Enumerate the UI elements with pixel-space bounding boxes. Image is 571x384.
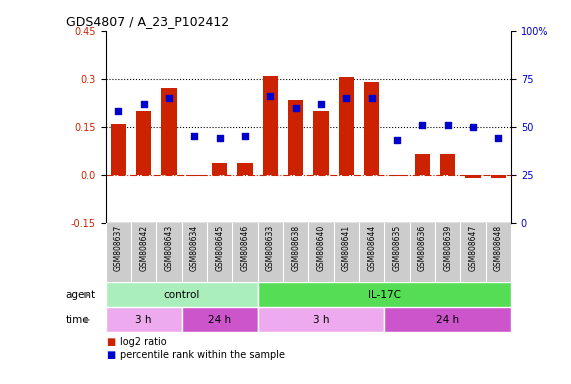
- Point: [443, 122, 452, 128]
- Text: IL-17C: IL-17C: [368, 290, 401, 300]
- Bar: [313, 111, 329, 175]
- Text: 3 h: 3 h: [135, 314, 152, 325]
- Point: [392, 137, 401, 143]
- Text: GSM808648: GSM808648: [494, 225, 503, 271]
- Bar: [364, 82, 379, 175]
- Bar: [106, 282, 258, 307]
- Text: GSM808634: GSM808634: [190, 225, 199, 271]
- Text: GSM808643: GSM808643: [164, 225, 174, 271]
- Bar: [384, 307, 511, 332]
- Point: [468, 124, 477, 130]
- Text: GSM808644: GSM808644: [367, 225, 376, 271]
- Text: ▶: ▶: [85, 315, 91, 324]
- Point: [240, 133, 250, 139]
- Text: GSM808642: GSM808642: [139, 225, 148, 271]
- Bar: [465, 175, 481, 178]
- Point: [494, 135, 503, 141]
- Text: ■: ■: [106, 350, 115, 360]
- Point: [291, 104, 300, 111]
- Text: GSM808637: GSM808637: [114, 225, 123, 271]
- Bar: [238, 162, 252, 175]
- Bar: [258, 307, 384, 332]
- Bar: [339, 77, 354, 175]
- Text: log2 ratio: log2 ratio: [120, 337, 167, 347]
- Text: 3 h: 3 h: [313, 314, 329, 325]
- Bar: [212, 162, 227, 175]
- Bar: [111, 124, 126, 175]
- Bar: [162, 88, 176, 175]
- Text: GSM808633: GSM808633: [266, 225, 275, 271]
- Text: control: control: [163, 290, 200, 300]
- Text: GDS4807 / A_23_P102412: GDS4807 / A_23_P102412: [66, 15, 229, 28]
- Text: GSM808647: GSM808647: [469, 225, 477, 271]
- Bar: [187, 175, 202, 176]
- Point: [316, 101, 325, 107]
- Text: 24 h: 24 h: [208, 314, 231, 325]
- Text: ■: ■: [106, 337, 115, 347]
- Point: [215, 135, 224, 141]
- Bar: [440, 154, 455, 175]
- Point: [164, 95, 174, 101]
- Point: [367, 95, 376, 101]
- Text: GSM808639: GSM808639: [443, 225, 452, 271]
- Bar: [491, 175, 506, 178]
- Text: time: time: [66, 314, 89, 325]
- Point: [266, 93, 275, 99]
- Text: GSM808645: GSM808645: [215, 225, 224, 271]
- Text: GSM808636: GSM808636: [418, 225, 427, 271]
- Bar: [263, 76, 278, 175]
- Bar: [136, 111, 151, 175]
- Bar: [182, 307, 258, 332]
- Point: [342, 95, 351, 101]
- Text: ▶: ▶: [85, 290, 91, 299]
- Text: GSM808640: GSM808640: [316, 225, 325, 271]
- Text: GSM808635: GSM808635: [392, 225, 401, 271]
- Bar: [106, 307, 182, 332]
- Bar: [415, 154, 430, 175]
- Text: percentile rank within the sample: percentile rank within the sample: [120, 350, 285, 360]
- Point: [418, 122, 427, 128]
- Point: [139, 101, 148, 107]
- Text: agent: agent: [66, 290, 96, 300]
- Text: GSM808646: GSM808646: [240, 225, 250, 271]
- Text: 24 h: 24 h: [436, 314, 459, 325]
- Bar: [288, 99, 303, 175]
- Point: [114, 108, 123, 114]
- Text: GSM808638: GSM808638: [291, 225, 300, 271]
- Text: GSM808641: GSM808641: [342, 225, 351, 271]
- Bar: [389, 175, 405, 176]
- Bar: [258, 282, 511, 307]
- Point: [190, 133, 199, 139]
